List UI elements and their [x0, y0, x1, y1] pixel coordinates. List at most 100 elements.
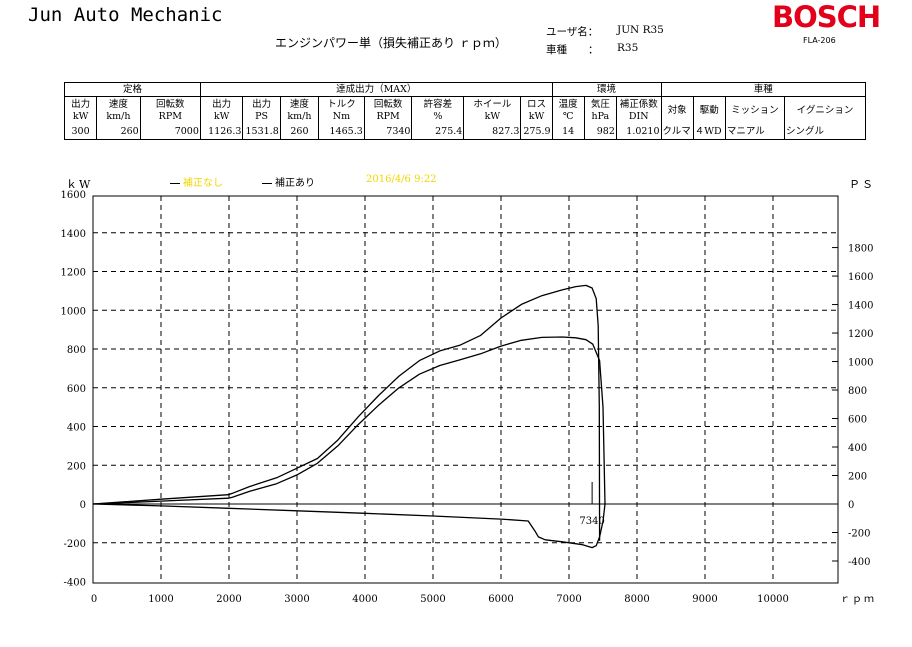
car-value: R35	[617, 42, 639, 54]
x-tick-label: 4000	[352, 594, 377, 605]
x-tick-label: 9000	[692, 594, 717, 605]
y-left-tick-label: 1000	[61, 306, 86, 317]
spec-header: 回転数 RPM	[139, 96, 201, 124]
series-line-2	[92, 503, 606, 549]
logo-subtitle: FLA-206	[803, 36, 836, 45]
spec-header: 駆動	[692, 96, 726, 124]
spec-header-label: 温度	[558, 98, 578, 110]
x-tick-label: 8000	[624, 594, 649, 605]
car-label: 車種 ：	[546, 44, 599, 56]
spec-header-unit: RPM	[376, 110, 400, 122]
y-left-tick-label: 200	[67, 461, 86, 472]
legend-uncorrected-label: 補正なし	[183, 178, 223, 189]
spec-table: 定格 達成出力（MAX） 環境 車種 出力 kW 速度 km/h 回転数 RPM 出力 kW 出…	[63, 82, 867, 140]
y-left-tick-label: 600	[67, 384, 86, 395]
spec-header-label: 回転数	[156, 98, 185, 110]
spec-header: ロス kW	[520, 96, 553, 124]
report-title: エンジンパワー単（損失補正あり ｒｐｍ）	[275, 36, 507, 50]
spec-value: 260	[279, 124, 320, 140]
x-tick-label: 1000	[148, 594, 173, 605]
spec-value: シングル	[783, 124, 867, 140]
max-rpm-annotation: 7340	[579, 516, 604, 527]
spec-value: 982	[583, 124, 617, 140]
spec-header: 出力 kW	[63, 96, 98, 124]
spec-header-label: 許容差	[423, 98, 453, 110]
spec-header-unit: kW	[72, 110, 89, 122]
x-axis-unit: ｒｐｍ	[840, 594, 876, 605]
spec-header: トルク Nm	[318, 96, 365, 124]
spec-value: マニアル	[724, 124, 785, 140]
spec-value: ４WD	[692, 124, 726, 140]
y-left-tick-label: -200	[64, 539, 86, 550]
y-right-tick-label: 200	[848, 472, 867, 483]
x-tick-label: 6000	[488, 594, 513, 605]
bosch-logo: BOSCH	[772, 0, 881, 34]
spec-header-unit: kW	[528, 110, 545, 122]
spec-header-label: 速度	[289, 98, 309, 110]
spec-header: 速度 km/h	[279, 96, 320, 124]
legend-line-icon	[262, 183, 272, 184]
group-rated: 定格	[64, 82, 201, 97]
spec-header: 出力 kW	[199, 96, 244, 124]
spec-header-unit: PS	[255, 110, 269, 122]
user-label: ユーザ名：	[546, 26, 599, 38]
y-right-tick-label: 1200	[848, 329, 873, 340]
spec-header-unit: DIN	[628, 110, 649, 122]
spec-header-label: 補正係数	[619, 98, 658, 110]
spec-header-label: トルク	[327, 98, 356, 110]
legend-line-icon	[170, 183, 180, 184]
legend-date: 2016/4/6 9:22	[366, 174, 437, 185]
spec-header: 対象	[660, 96, 694, 124]
spec-value: 300	[63, 124, 98, 140]
spec-header-label: 対象	[667, 104, 687, 116]
spec-header-label: 気圧	[590, 98, 610, 110]
spec-header-unit: km/h	[287, 110, 312, 122]
spec-header: ミッション	[724, 96, 785, 124]
spec-header-label: 速度	[108, 98, 128, 110]
spec-header-label: 出力	[252, 98, 272, 110]
spec-header-label: 回転数	[373, 98, 403, 110]
spec-header-label: 駆動	[699, 104, 719, 116]
y-left-tick-label: 400	[67, 423, 86, 434]
legend-uncorrected: 補正なし	[170, 174, 223, 189]
spec-header: 温度 ℃	[551, 96, 585, 124]
spec-value: 275.9	[520, 124, 553, 140]
series-line-1	[92, 336, 606, 505]
group-environment: 環境	[551, 82, 662, 97]
spec-header-label: 出力	[212, 98, 232, 110]
spec-header-label: 出力	[71, 98, 91, 110]
spec-header: 速度 km/h	[96, 96, 141, 124]
y-right-tick-label: 1000	[848, 358, 873, 369]
spec-header-unit: kW	[484, 110, 501, 122]
y-left-tick-label: 1600	[61, 190, 86, 201]
y-left-tick-label: 1400	[61, 229, 86, 240]
y-right-tick-label: 1800	[848, 244, 873, 255]
spec-header: 補正係数 DIN	[615, 96, 662, 124]
spec-header: 許容差%	[411, 96, 465, 124]
spec-header-unit: RPM	[158, 110, 182, 122]
spec-header-label: ミッション	[731, 104, 779, 116]
x-tick-label: 3000	[284, 594, 309, 605]
group-vehicle: 車種	[660, 82, 867, 97]
series-line-0	[92, 284, 601, 541]
spec-header-unit: ℃	[562, 110, 574, 122]
y-left-tick-label: 1200	[61, 268, 86, 279]
spec-header: 気圧 hPa	[583, 96, 617, 124]
x-tick-label: 2000	[216, 594, 241, 605]
x-tick-label: 5000	[420, 594, 445, 605]
spec-header: ホイール kW	[463, 96, 522, 124]
y-right-tick-label: -400	[848, 557, 870, 568]
spec-header: 回転数 RPM	[363, 96, 413, 124]
spec-header-unit: km/h	[106, 110, 131, 122]
plot-frame	[92, 195, 839, 584]
y-right-tick-label: 1400	[848, 301, 873, 312]
y-left-tick-label: 800	[67, 345, 86, 356]
y-right-tick-label: 400	[848, 443, 867, 454]
legend-corrected-label: 補正あり	[275, 178, 315, 189]
user-value: JUN R35	[617, 24, 664, 36]
y-left-tick-label: -400	[64, 578, 86, 589]
x-tick-label: 10000	[757, 594, 789, 605]
spec-header-label: ホイール	[473, 98, 512, 110]
shop-name: Jun Auto Mechanic	[28, 4, 223, 26]
spec-header-unit: %	[433, 110, 443, 122]
